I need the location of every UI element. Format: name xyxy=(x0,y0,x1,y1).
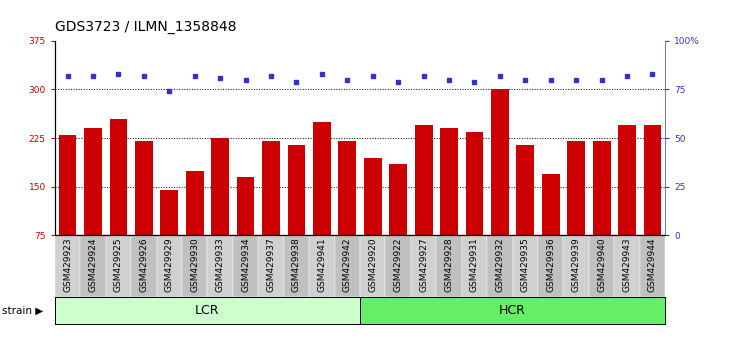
Text: GSM429923: GSM429923 xyxy=(63,237,72,292)
Bar xyxy=(589,235,614,297)
Bar xyxy=(284,235,309,297)
Text: GSM429927: GSM429927 xyxy=(419,237,428,292)
Bar xyxy=(593,141,610,284)
Bar xyxy=(80,235,106,297)
Bar xyxy=(335,235,360,297)
Bar xyxy=(466,132,483,284)
Text: GSM429943: GSM429943 xyxy=(623,237,632,292)
Text: GSM429924: GSM429924 xyxy=(88,237,97,292)
Bar xyxy=(309,235,335,297)
Bar xyxy=(542,174,560,284)
Bar xyxy=(364,158,382,284)
Bar xyxy=(643,125,662,284)
Bar xyxy=(564,235,589,297)
Text: GSM429926: GSM429926 xyxy=(140,237,148,292)
Bar xyxy=(58,135,77,284)
Bar xyxy=(385,235,411,297)
Bar xyxy=(258,235,284,297)
Bar xyxy=(487,235,512,297)
Bar xyxy=(538,235,564,297)
Bar xyxy=(156,235,182,297)
Bar xyxy=(160,190,178,284)
Bar xyxy=(390,164,407,284)
Bar xyxy=(106,235,131,297)
Text: GDS3723 / ILMN_1358848: GDS3723 / ILMN_1358848 xyxy=(55,19,236,34)
Bar xyxy=(640,235,665,297)
Text: GSM429935: GSM429935 xyxy=(520,237,530,292)
Bar xyxy=(55,297,360,324)
Bar xyxy=(208,235,233,297)
Bar xyxy=(512,235,538,297)
Bar xyxy=(135,141,153,284)
Bar xyxy=(182,235,208,297)
Bar xyxy=(131,235,156,297)
Text: HCR: HCR xyxy=(499,304,526,317)
Bar xyxy=(313,122,330,284)
Text: GSM429941: GSM429941 xyxy=(317,237,326,292)
Bar xyxy=(360,235,385,297)
Bar xyxy=(237,177,254,284)
Bar xyxy=(186,171,204,284)
Text: GSM429933: GSM429933 xyxy=(216,237,224,292)
Bar xyxy=(84,128,102,284)
Text: GSM429929: GSM429929 xyxy=(164,237,174,292)
Text: GSM429928: GSM429928 xyxy=(444,237,453,292)
Bar xyxy=(55,235,80,297)
Bar xyxy=(338,141,356,284)
Text: GSM429920: GSM429920 xyxy=(368,237,377,292)
Text: GSM429930: GSM429930 xyxy=(190,237,200,292)
Bar xyxy=(411,235,436,297)
Text: GSM429934: GSM429934 xyxy=(241,237,250,292)
Bar xyxy=(211,138,229,284)
Bar xyxy=(287,144,306,284)
Bar xyxy=(360,297,665,324)
Bar xyxy=(516,144,534,284)
Text: GSM429931: GSM429931 xyxy=(470,237,479,292)
Bar xyxy=(436,235,462,297)
Text: GSM429937: GSM429937 xyxy=(267,237,276,292)
Bar xyxy=(110,119,127,284)
Text: GSM429932: GSM429932 xyxy=(496,237,504,292)
Bar xyxy=(262,141,280,284)
Bar xyxy=(462,235,487,297)
Bar xyxy=(614,235,640,297)
Text: GSM429936: GSM429936 xyxy=(546,237,556,292)
Text: GSM429922: GSM429922 xyxy=(394,237,403,292)
Bar xyxy=(491,89,509,284)
Text: GSM429925: GSM429925 xyxy=(114,237,123,292)
Text: GSM429940: GSM429940 xyxy=(597,237,606,292)
Text: GSM429942: GSM429942 xyxy=(343,237,352,292)
Text: GSM429939: GSM429939 xyxy=(572,237,580,292)
Bar xyxy=(618,125,636,284)
Text: strain ▶: strain ▶ xyxy=(2,306,43,316)
Bar xyxy=(414,125,433,284)
Bar xyxy=(567,141,585,284)
Bar xyxy=(233,235,258,297)
Bar xyxy=(440,128,458,284)
Text: LCR: LCR xyxy=(195,304,220,317)
Text: GSM429944: GSM429944 xyxy=(648,237,657,292)
Text: GSM429938: GSM429938 xyxy=(292,237,301,292)
